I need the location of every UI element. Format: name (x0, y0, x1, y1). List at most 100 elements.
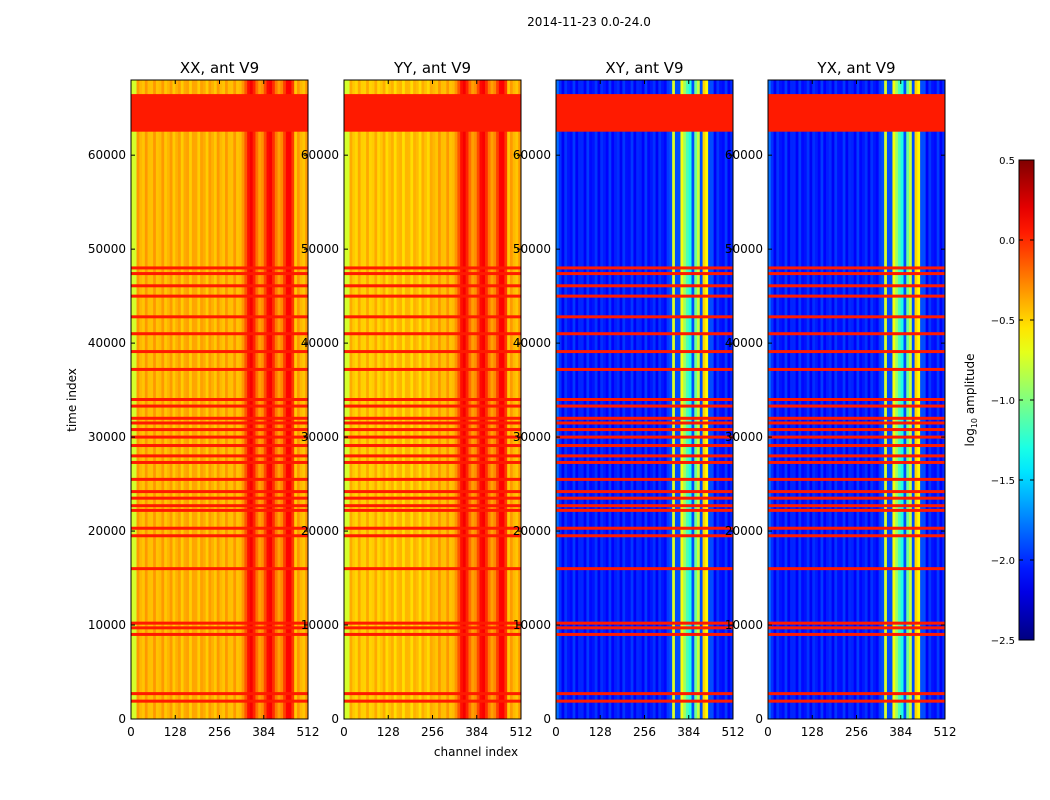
flagged-row (556, 315, 733, 319)
flagged-row (556, 526, 733, 530)
panels-group: XX, ant V9 0 128 256 384 512 0 10000 20000 30000 4… (88, 59, 957, 739)
flagged-row (556, 416, 733, 420)
panel-title: XX, ant V9 (180, 59, 259, 77)
flagged-row (344, 621, 521, 625)
heatmap-image (768, 80, 945, 719)
y-tick-label: 10000 (301, 618, 339, 632)
y-tick-label: 20000 (725, 524, 763, 538)
y-tick-label: 40000 (301, 336, 339, 350)
flagged-row (556, 692, 733, 696)
flagged-row (344, 632, 521, 636)
flagged-row (344, 460, 521, 464)
flagged-row (556, 567, 733, 571)
panel-title: XY, ant V9 (605, 59, 683, 77)
flagged-block (768, 94, 945, 132)
flagged-row (768, 621, 945, 625)
flagged-row (768, 421, 945, 425)
flagged-row (556, 398, 733, 401)
flagged-row (344, 508, 521, 512)
flagged-row (556, 490, 733, 494)
flagged-row (768, 284, 945, 288)
y-tick-label: 50000 (725, 242, 763, 256)
x-tick-label: 512 (722, 725, 745, 739)
x-tick-label: 256 (845, 725, 868, 739)
flagged-row (556, 266, 733, 270)
flagged-row (131, 428, 308, 432)
flagged-row (131, 477, 308, 481)
flagged-row (768, 504, 945, 508)
flagged-row (768, 404, 945, 408)
flagged-row (344, 504, 521, 508)
flagged-block (344, 94, 521, 132)
flagged-row (131, 526, 308, 530)
x-tick-label: 384 (889, 725, 912, 739)
flagged-row (131, 504, 308, 508)
flagged-row (131, 398, 308, 401)
y-tick-label: 30000 (513, 430, 551, 444)
y-tick-label: 30000 (301, 430, 339, 444)
y-tick-label: 10000 (725, 618, 763, 632)
y-tick-label: 50000 (88, 242, 126, 256)
y-tick-label: 60000 (513, 148, 551, 162)
x-tick-label: 0 (552, 725, 560, 739)
x-tick-label: 128 (589, 725, 612, 739)
flagged-row (768, 534, 945, 538)
heatmap-image (344, 80, 521, 719)
x-tick-label: 384 (465, 725, 488, 739)
flagged-row (344, 490, 521, 494)
flagged-row (131, 294, 308, 298)
flagged-row (344, 692, 521, 696)
flagged-row (344, 315, 521, 319)
flagged-row (768, 454, 945, 458)
flagged-row (556, 496, 733, 500)
flagged-row (556, 621, 733, 625)
panel-1: XX, ant V9 0 128 256 384 512 0 10000 20000 30000 4… (88, 59, 320, 739)
flagged-row (768, 490, 945, 494)
flagged-row (131, 404, 308, 408)
x-tick-label: 128 (377, 725, 400, 739)
flagged-row (131, 692, 308, 696)
flagged-row (131, 621, 308, 625)
x-tick-label: 256 (633, 725, 656, 739)
flagged-row (768, 350, 945, 354)
flagged-row (131, 367, 308, 371)
flagged-row (768, 266, 945, 270)
heatmap-image (556, 80, 733, 719)
flagged-row (344, 428, 521, 432)
flagged-row (556, 404, 733, 408)
y-tick-label: 40000 (725, 336, 763, 350)
flagged-row (556, 435, 733, 439)
y-tick-label: 20000 (301, 524, 339, 538)
flagged-row (344, 284, 521, 288)
flagged-row (768, 508, 945, 512)
x-tick-label: 0 (340, 725, 348, 739)
flagged-row (556, 444, 733, 448)
flagged-row (131, 315, 308, 319)
colorbar-tick-label: −0.5 (991, 316, 1015, 327)
flagged-block (131, 94, 308, 132)
y-tick-label: 0 (118, 712, 126, 726)
flagged-row (344, 534, 521, 538)
panel-2: YY, ant V9 0 128 256 384 512 0 10000 20000 30000 4… (301, 59, 533, 739)
flagged-row (556, 699, 733, 703)
flagged-row (344, 444, 521, 448)
flagged-block (556, 94, 733, 132)
colorbar-tick-label: −2.5 (991, 636, 1015, 647)
figure-suptitle: 2014-11-23 0.0-24.0 (527, 15, 651, 29)
colorbar-tick-label: −1.5 (991, 476, 1015, 487)
flagged-row (556, 428, 733, 432)
flagged-row (131, 332, 308, 336)
flagged-row (344, 496, 521, 500)
flagged-row (768, 496, 945, 500)
flagged-row (768, 699, 945, 703)
flagged-row (768, 428, 945, 432)
flagged-row (131, 490, 308, 494)
flagged-row (556, 367, 733, 371)
y-tick-label: 10000 (88, 618, 126, 632)
y-tick-label: 0 (755, 712, 763, 726)
panel-title: YX, ant V9 (816, 59, 895, 77)
heatmap-image (131, 80, 308, 719)
flagged-row (131, 416, 308, 420)
flagged-row (768, 444, 945, 448)
flagged-row (344, 416, 521, 420)
